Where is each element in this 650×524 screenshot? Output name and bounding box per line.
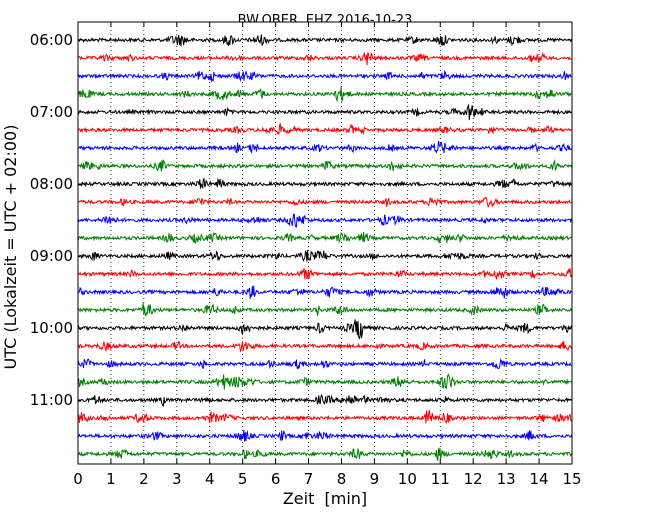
seismic-trace-0900 bbox=[77, 250, 572, 262]
seismic-trace-0830 bbox=[77, 213, 572, 228]
x-tick-label: 0 bbox=[73, 470, 83, 488]
x-tick-label: 13 bbox=[497, 470, 516, 488]
x-tick-label: 5 bbox=[238, 470, 248, 488]
seismic-trace-0615 bbox=[77, 51, 572, 66]
seismic-trace-0715 bbox=[77, 122, 572, 136]
y-tick-label: 09:00 bbox=[30, 247, 73, 265]
x-tick-label: 3 bbox=[172, 470, 182, 488]
x-tick-label: 7 bbox=[304, 470, 314, 488]
x-tick-label: 10 bbox=[398, 470, 417, 488]
x-tick-label: 12 bbox=[464, 470, 483, 488]
seismic-trace-0800 bbox=[77, 177, 572, 189]
x-tick-label: 14 bbox=[530, 470, 549, 488]
x-axis-ticks: 0 1 2 3 4 5 6 7 8 9 10 11 12 13 14 15 bbox=[73, 22, 582, 488]
seismic-trace-0730 bbox=[77, 141, 572, 155]
seismic-trace-0700 bbox=[77, 103, 572, 121]
seismic-traces bbox=[77, 34, 572, 462]
x-tick-label: 11 bbox=[431, 470, 450, 488]
x-tick-label: 2 bbox=[139, 470, 149, 488]
x-tick-label: 1 bbox=[106, 470, 116, 488]
seismic-trace-1145 bbox=[77, 447, 572, 462]
seismic-trace-1130 bbox=[77, 429, 572, 442]
y-axis-ticks: 06:00 07:00 08:00 09:00 10:00 11:00 bbox=[30, 31, 572, 409]
x-tick-label: 6 bbox=[271, 470, 281, 488]
x-axis-label: Zeit [min] bbox=[283, 489, 367, 508]
seismic-trace-1000 bbox=[77, 319, 572, 340]
y-tick-label: 08:00 bbox=[30, 175, 73, 193]
x-tick-label: 15 bbox=[562, 470, 581, 488]
plot-frame bbox=[77, 21, 573, 465]
seismic-trace-0815 bbox=[77, 196, 572, 208]
seismic-trace-1030 bbox=[77, 358, 572, 370]
seismic-trace-1045 bbox=[77, 373, 572, 390]
x-tick-label: 8 bbox=[337, 470, 347, 488]
seismic-trace-0745 bbox=[77, 158, 572, 172]
seismic-trace-0945 bbox=[77, 302, 572, 318]
y-tick-label: 07:00 bbox=[30, 103, 73, 121]
seismic-trace-0845 bbox=[77, 231, 572, 244]
y-tick-label: 06:00 bbox=[30, 31, 73, 49]
y-tick-label: 11:00 bbox=[30, 391, 73, 409]
seismic-trace-1115 bbox=[77, 410, 572, 424]
x-tick-label: 9 bbox=[370, 470, 380, 488]
plot-area bbox=[78, 22, 572, 464]
y-axis-label: UTC (Lokalzeit = UTC + 02:00) bbox=[1, 125, 20, 370]
seismic-trace-0645 bbox=[77, 86, 572, 103]
grid-lines bbox=[110, 22, 540, 464]
x-tick-label: 4 bbox=[205, 470, 215, 488]
seismic-trace-0600 bbox=[77, 34, 572, 47]
seismic-trace-1100 bbox=[77, 393, 572, 407]
seismic-trace-0630 bbox=[77, 69, 572, 83]
seismic-trace-1015 bbox=[77, 340, 572, 353]
seismic-trace-0915 bbox=[77, 268, 572, 280]
y-tick-label: 10:00 bbox=[30, 319, 73, 337]
seismic-trace-0930 bbox=[77, 285, 572, 299]
